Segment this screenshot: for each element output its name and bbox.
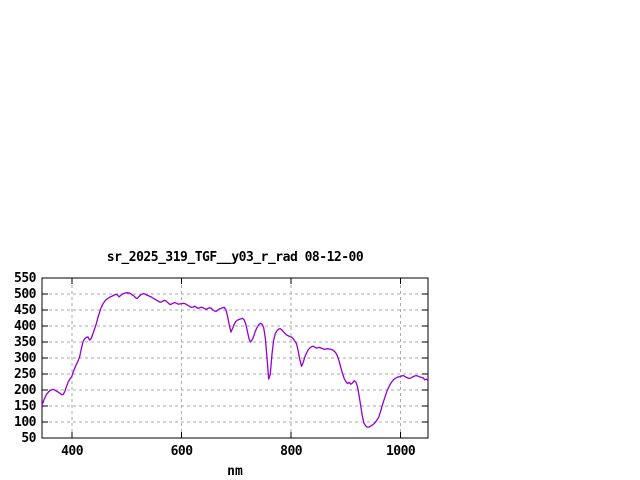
y-tick-label: 250 xyxy=(14,367,37,382)
spectrum-line xyxy=(41,292,429,428)
x-tick-label: 800 xyxy=(280,444,303,459)
y-tick-label: 500 xyxy=(14,287,37,302)
y-tick-label: 450 xyxy=(14,303,37,318)
y-tick-label: 300 xyxy=(14,351,37,366)
y-tick-label: 200 xyxy=(14,383,37,398)
x-tick-label: 600 xyxy=(171,444,194,459)
y-tick-label: 550 xyxy=(14,271,37,286)
y-tick-label: 350 xyxy=(14,335,37,350)
y-tick-label: 400 xyxy=(14,319,37,334)
y-tick-label: 150 xyxy=(14,399,37,414)
y-tick-label: 50 xyxy=(21,431,36,446)
x-tick-label: 400 xyxy=(61,444,84,459)
y-tick-label: 100 xyxy=(14,415,37,430)
chart-title: sr_2025_319_TGF__y03_r_rad 08-12-00 xyxy=(106,250,364,265)
x-tick-label: 1000 xyxy=(386,444,416,459)
x-axis-label: nm xyxy=(227,464,243,479)
